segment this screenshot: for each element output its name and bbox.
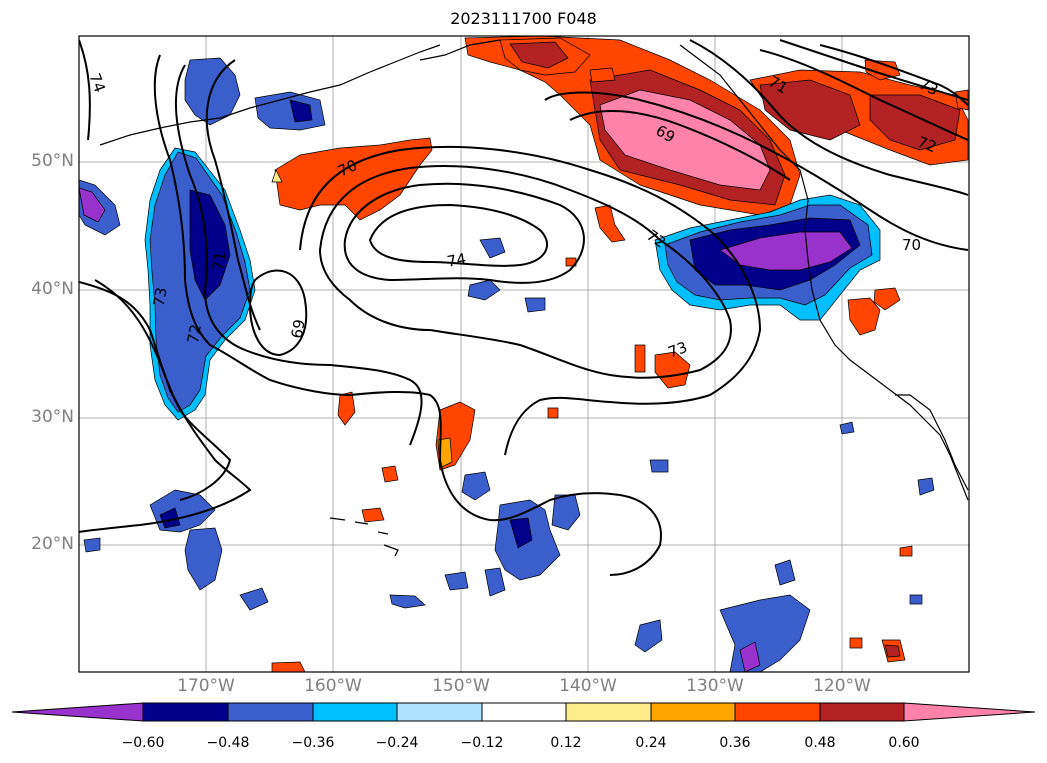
contour-73-center xyxy=(343,182,585,284)
contour-71-inner xyxy=(175,64,423,446)
contour-74-center xyxy=(368,203,549,267)
colorbar-segment xyxy=(481,702,567,722)
colorbar-tick-label: 0.48 xyxy=(804,735,836,751)
contour-72 xyxy=(153,54,662,576)
contour-69 xyxy=(248,269,308,357)
lat-label: 40°N xyxy=(31,279,74,299)
colorbar-tick-label: 0.60 xyxy=(888,735,920,751)
contour-label: 70 xyxy=(902,236,921,254)
colorbar-segment xyxy=(650,702,736,722)
contour-69-east xyxy=(569,110,791,181)
contour-label: 72 xyxy=(184,323,205,345)
lat-label: 20°N xyxy=(31,534,74,554)
lon-label: 120°W xyxy=(813,676,871,696)
colorbar-tick-label: −0.12 xyxy=(460,735,504,751)
contour-70-east xyxy=(544,91,969,251)
contour-label: 73 xyxy=(150,286,171,308)
contour-73-east xyxy=(689,39,969,196)
coastlines xyxy=(99,39,969,557)
contour-label: 74 xyxy=(446,250,468,271)
plot-title: 2023111700 F048 xyxy=(450,9,597,28)
contour-label: 72 xyxy=(915,133,939,156)
contour-label: 73 xyxy=(666,338,690,361)
contour-label: 69 xyxy=(288,318,309,340)
colorbar-segment xyxy=(227,702,314,722)
lon-label: 140°W xyxy=(559,676,617,696)
colorbar-tick-label: −0.24 xyxy=(375,735,419,751)
contour-73-west xyxy=(79,281,232,501)
contour-71-center xyxy=(299,145,762,456)
contour-71-east xyxy=(779,39,969,101)
colorbar-tick-label: −0.36 xyxy=(291,735,335,751)
colorbar-segment xyxy=(142,702,229,722)
positive-region-160w xyxy=(274,137,433,221)
colorbar-segment xyxy=(819,702,905,722)
colorbar-tick-label: −0.48 xyxy=(206,735,250,751)
lon-label: 160°W xyxy=(304,676,362,696)
colorbar-segment xyxy=(565,702,652,722)
colorbar-segment xyxy=(396,702,483,722)
contour-74-west xyxy=(79,39,91,141)
shaded-fields xyxy=(79,36,969,672)
colorbar-tick-label: 0.24 xyxy=(635,735,667,751)
colorbar-high-extension xyxy=(903,702,1036,722)
colorbar-tick-label: 0.12 xyxy=(550,735,582,751)
hawaii xyxy=(329,517,399,557)
contour-72-east xyxy=(759,49,969,141)
map-frame xyxy=(78,35,970,673)
contour-73-ne xyxy=(819,44,969,106)
colorbar-segment xyxy=(312,702,398,722)
height-contours xyxy=(79,39,969,576)
contour-72-center xyxy=(318,165,732,379)
alaska-coast xyxy=(419,39,501,61)
contour-70 xyxy=(205,59,261,331)
aleutian-islands xyxy=(99,44,441,146)
lat-label: 50°N xyxy=(31,151,74,171)
colorbar-segment xyxy=(734,702,821,722)
contour-label: 71 xyxy=(209,250,230,272)
lon-label: 170°W xyxy=(177,676,235,696)
colorbar-tick-label: 0.36 xyxy=(719,735,751,751)
north-america-coast xyxy=(679,44,969,501)
lon-label: 130°W xyxy=(686,676,744,696)
contour-label: 74 xyxy=(86,71,109,95)
colorbar-low-extension xyxy=(11,702,144,722)
lat-label: 30°N xyxy=(31,407,74,427)
colorbar-tick-label: −0.60 xyxy=(121,735,165,751)
colorbar xyxy=(11,702,1036,722)
lon-label: 150°W xyxy=(432,676,490,696)
